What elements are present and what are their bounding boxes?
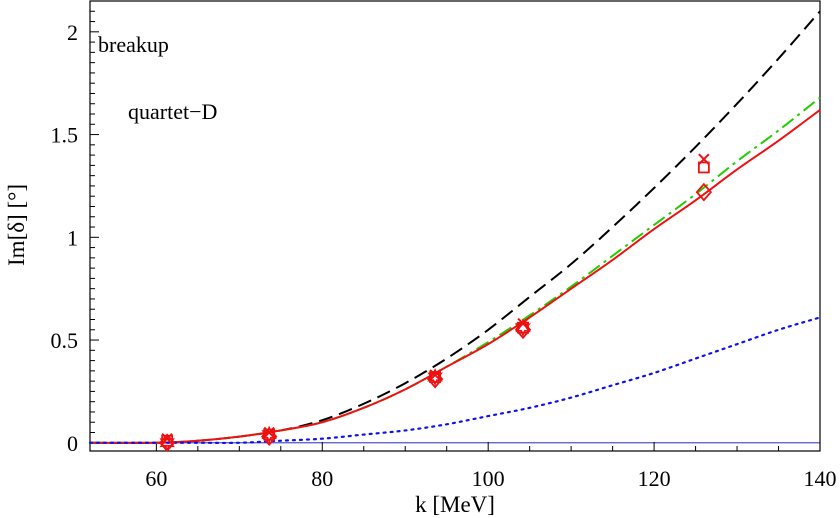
- marker-cross: [429, 369, 441, 381]
- x-tick-label: 140: [804, 466, 837, 491]
- tick-marks: [90, 10, 821, 451]
- annotation-channel: quartet−D: [128, 99, 217, 124]
- marker-star: [159, 433, 175, 452]
- x-tick-label: 100: [472, 466, 505, 491]
- y-tick-label: 1.5: [51, 123, 79, 148]
- marker-square: [429, 371, 441, 383]
- x-tick-label: 80: [311, 466, 333, 491]
- marker-group: [158, 153, 713, 453]
- marker-diamond: [695, 182, 713, 202]
- marker-square: [697, 161, 710, 174]
- series-line-red-solid: [89, 109, 821, 444]
- marker-star: [261, 425, 277, 444]
- marker-cross: [263, 426, 275, 439]
- y-tick-labels: 0 0.5 1 1.5 2: [51, 20, 79, 456]
- marker-star: [515, 318, 531, 337]
- y-tick-label: 0.5: [51, 328, 79, 353]
- series-line-blue-dotted: [88, 316, 822, 445]
- plot-frame: [89, 0, 821, 452]
- series-line-black-dashed: [89, 10, 821, 444]
- marker-star: [427, 368, 443, 387]
- marker-square: [263, 428, 276, 441]
- x-tick-label: 60: [145, 466, 167, 491]
- x-tick-label: 120: [638, 466, 671, 491]
- y-tick-label: 1: [67, 225, 78, 250]
- y-tick-label: 0: [67, 431, 78, 456]
- y-tick-label: 2: [67, 20, 78, 45]
- series-group: [88, 10, 822, 445]
- x-axis-title: k [MeV]: [415, 492, 495, 517]
- marker-cross: [698, 153, 710, 165]
- x-tick-labels: 60 80 100 120 140: [145, 466, 836, 491]
- y-axis-title: Im[δ] [°]: [4, 184, 29, 266]
- annotation-breakup: breakup: [98, 32, 169, 57]
